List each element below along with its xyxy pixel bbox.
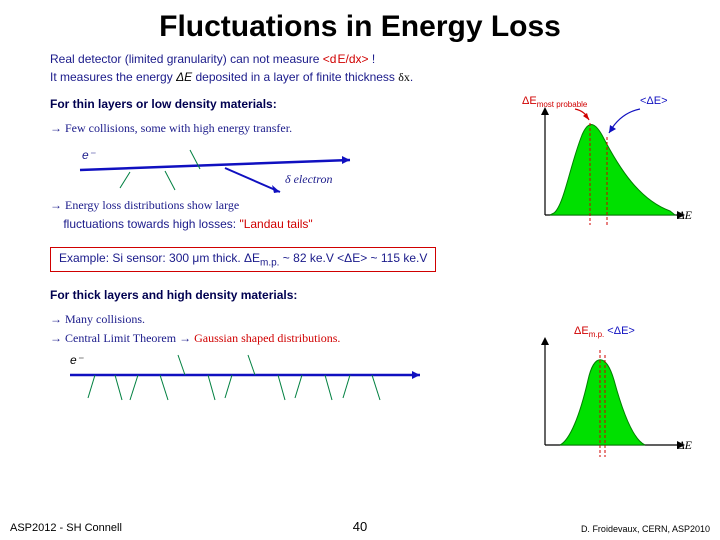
landau-svg (530, 105, 690, 230)
l1b: <d E/dx> (323, 52, 369, 66)
gaussian-chart: ΔEm.p. <ΔE> ΔE (530, 335, 690, 455)
g-de-mean: <ΔE> (604, 325, 635, 337)
ex-c: ~ 82 ke.V <ΔE> ~ 115 ke.V (279, 251, 427, 265)
g-de-mp: ΔE (574, 325, 589, 337)
l2d: δx (398, 70, 410, 84)
ex-b: m.p. (260, 257, 279, 268)
l5c: "Landau tails" (239, 217, 312, 231)
l1c: ! (369, 52, 376, 66)
l2a: It measures the energy (50, 70, 176, 84)
l8b: Gaussian shaped distributions. (194, 331, 340, 345)
l2e: . (410, 70, 413, 84)
example-box: Example: Si sensor: 300 μm thick. ΔEm.p.… (50, 247, 436, 272)
heading-thick: For thick layers and high density materi… (50, 288, 690, 302)
landau-axis-label: ΔE (678, 208, 692, 223)
de-mp: ΔE (522, 95, 537, 107)
sketch2-svg (60, 350, 440, 410)
delta-electron-label: δ electron (285, 172, 332, 187)
e-minus-label-2: e⁻ (70, 353, 83, 367)
landau-chart: ΔEmost probable <ΔE> ΔE (530, 105, 690, 225)
slide-title: Fluctuations in Energy Loss (0, 0, 720, 44)
text-line-2: It measures the energy ΔE deposited in a… (50, 70, 690, 85)
sketch1-svg (70, 140, 390, 195)
gaussian-label: ΔEm.p. <ΔE> (574, 325, 635, 339)
footer-page-number: 40 (353, 519, 367, 534)
l2b: ΔE (176, 70, 192, 84)
de-mp-sub: most probable (537, 100, 588, 109)
l2c: deposited in a layer of finite thickness (192, 70, 398, 84)
landau-label-mean: <ΔE> (640, 95, 668, 107)
text-line-1: Real detector (limited granularity) can … (50, 52, 690, 66)
landau-label-mp: ΔEmost probable (522, 95, 587, 109)
gaussian-axis-label: ΔE (678, 438, 692, 453)
l8a: → Central Limit Theorem → (50, 331, 194, 345)
ex-a: Example: Si sensor: 300 μm thick. ΔE (59, 251, 260, 265)
l5b: fluctuations towards high losses: (50, 217, 239, 231)
l1a: Real detector (limited granularity) can … (50, 52, 323, 66)
g-de-mp-sub: m.p. (589, 330, 605, 339)
footer-left: ASP2012 - SH Connell (10, 522, 122, 534)
gaussian-svg (530, 335, 690, 460)
e-minus-label: e⁻ (82, 148, 95, 162)
footer-right: D. Froidevaux, CERN, ASP2010 (581, 524, 710, 534)
